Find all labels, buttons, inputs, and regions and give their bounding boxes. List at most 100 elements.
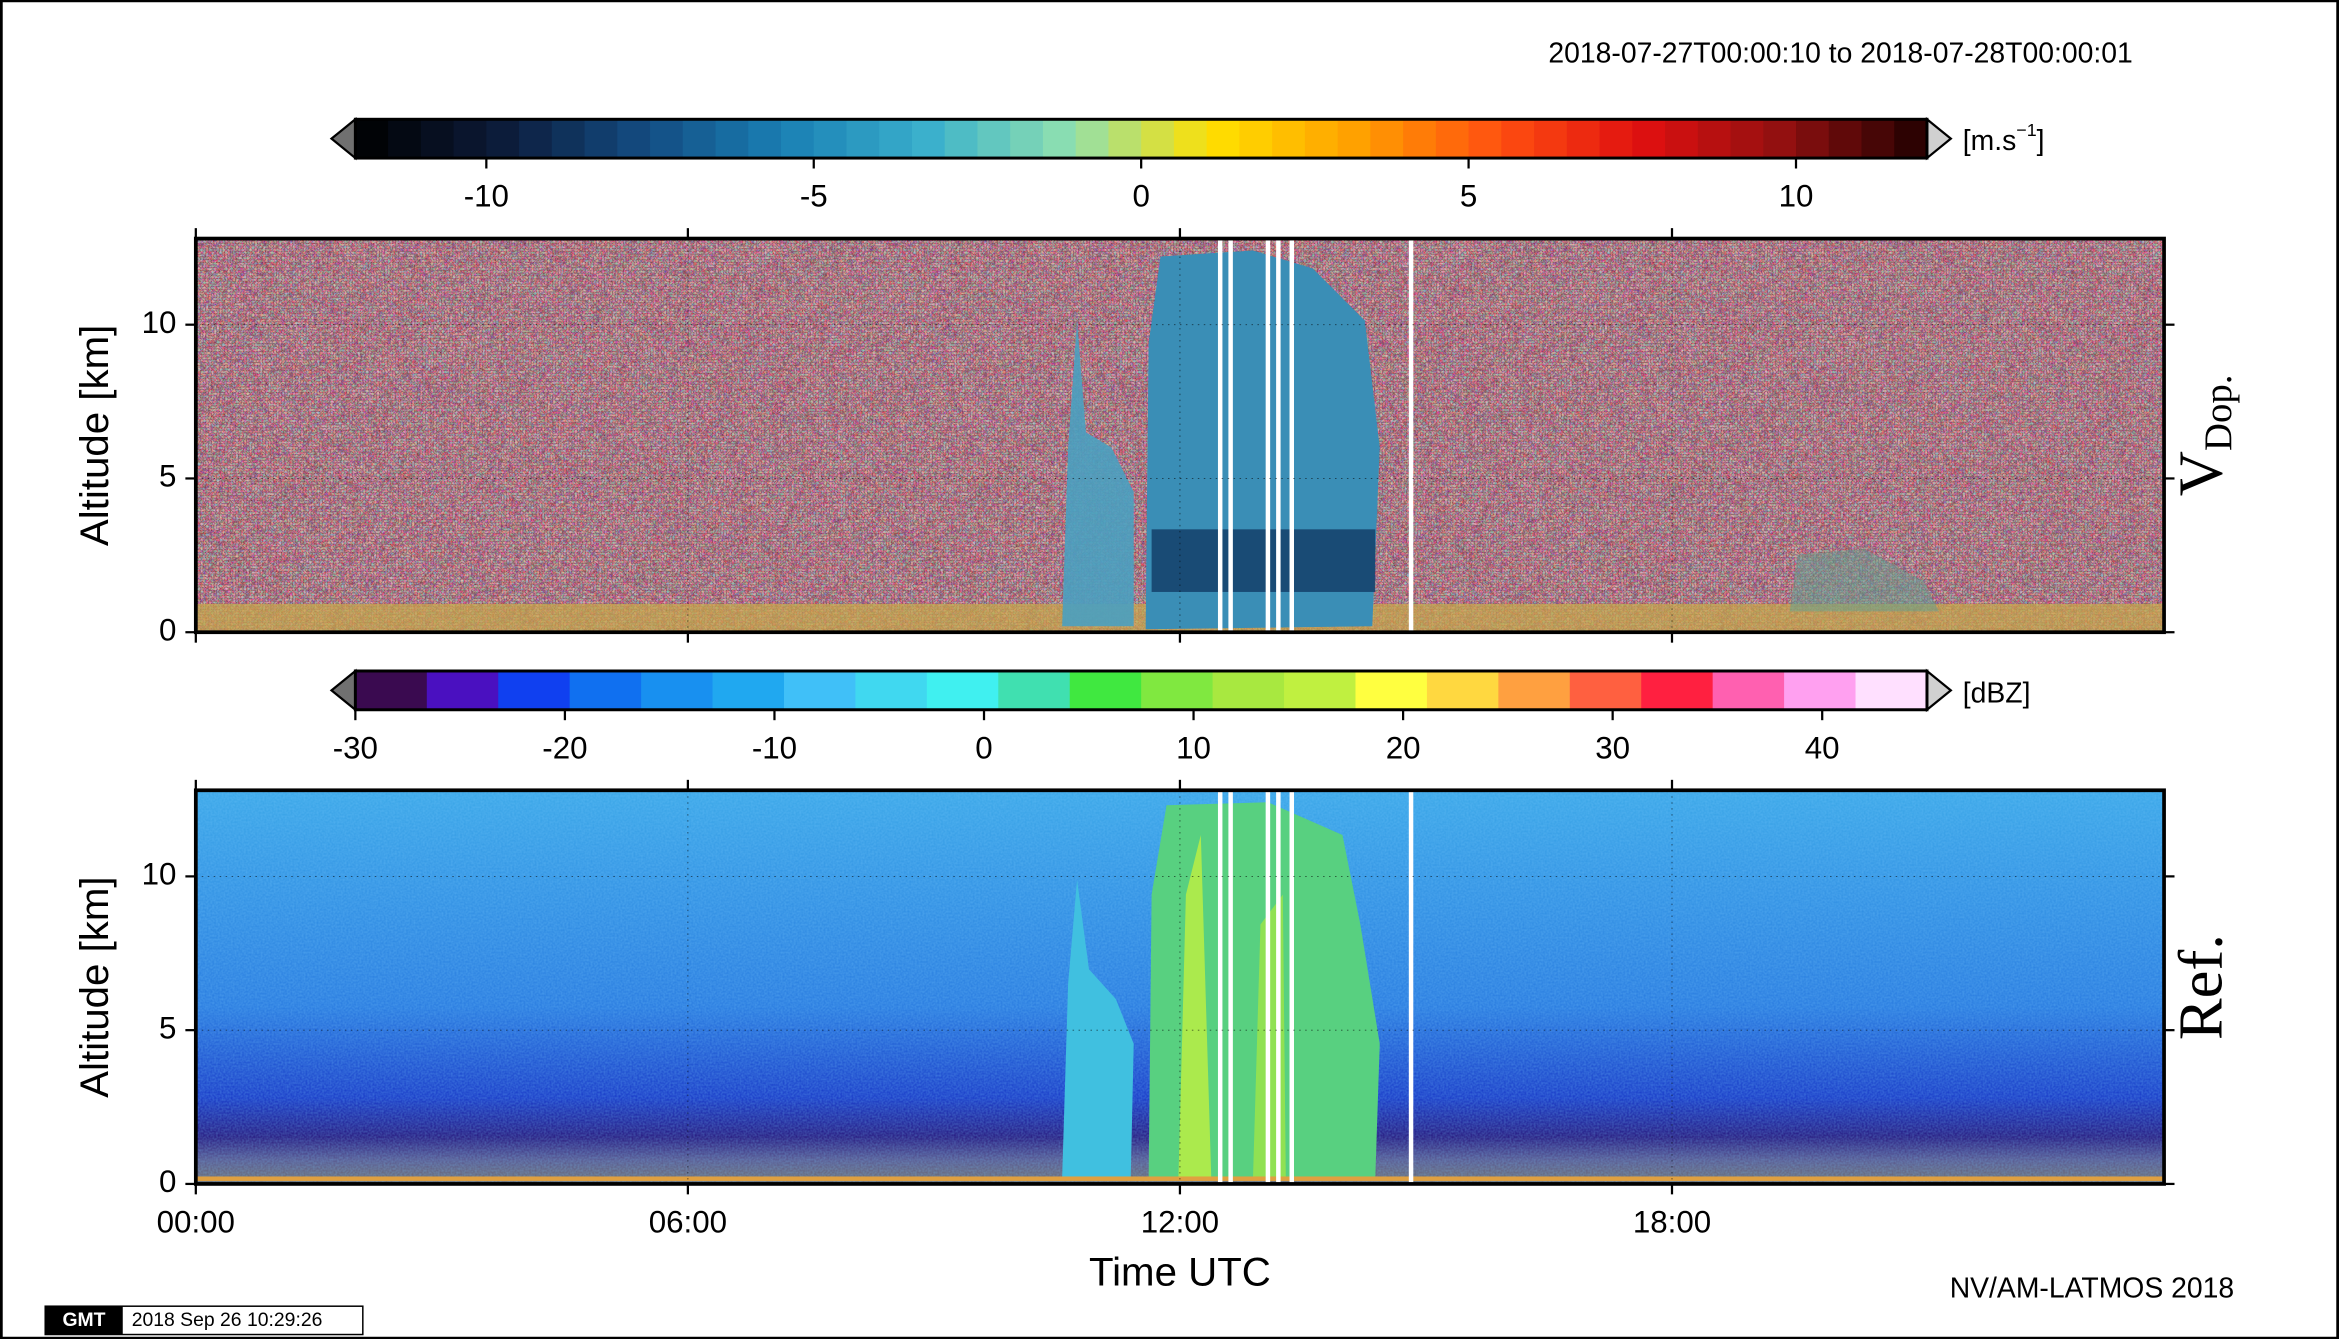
x-tick-label: 06:00 — [649, 1204, 727, 1239]
colorbar-bin — [977, 119, 1011, 159]
colorbar-bin — [1304, 119, 1339, 159]
colorbar-bin — [1697, 119, 1732, 159]
colorbar-bin — [879, 119, 913, 159]
colorbar-bin — [1075, 119, 1110, 159]
colorbar-tick-label: 10 — [1176, 730, 1211, 765]
colorbar-bin — [641, 670, 714, 710]
title: 2018-07-27T00:00:10 to 2018-07-28T00:00:… — [1548, 38, 2132, 70]
colorbar-bin — [781, 119, 815, 159]
colorbar-bin — [926, 670, 1000, 710]
colorbar-bin — [617, 119, 651, 159]
colorbar-bin — [1468, 119, 1503, 159]
colorbar-tick-label: 0 — [1132, 179, 1149, 214]
colorbar-tick-label: -30 — [333, 730, 378, 765]
colorbar-bin — [1599, 119, 1634, 159]
y-tick-label: 0 — [159, 612, 176, 647]
y-tick-label: 5 — [159, 459, 176, 494]
y-tick-label: 10 — [142, 305, 177, 340]
x-tick-label: 12:00 — [1141, 1204, 1219, 1239]
colorbar-bin — [944, 119, 979, 159]
unit: [m.s — [1963, 126, 2017, 158]
colorbar-bin — [1403, 119, 1437, 159]
colorbar-tick-label: -10 — [464, 179, 509, 214]
colorbar-bin — [486, 119, 520, 159]
colorbar-bin — [1370, 119, 1404, 159]
colorbar-tick-label: 0 — [975, 730, 992, 765]
colorbar-bin — [1855, 670, 1928, 710]
colorbar-tick-label: 20 — [1386, 730, 1421, 765]
colorbar-bin — [855, 670, 928, 710]
colorbar-bin — [1498, 670, 1571, 710]
colorbar-tick-label: -20 — [542, 730, 587, 765]
y-tick-label: 5 — [159, 1010, 176, 1045]
colorbar-frame — [353, 669, 1929, 712]
colorbar-bin — [1108, 119, 1142, 159]
colorbar-bin — [682, 119, 717, 159]
credit: NV/AM-LATMOS 2018 — [1950, 1272, 2234, 1304]
colorbar-bin — [1861, 119, 1895, 159]
colorbar-bin — [1632, 119, 1666, 159]
unit-close: ] — [2037, 126, 2045, 158]
colorbar-bin — [650, 119, 684, 159]
y-tick-label: 10 — [142, 857, 177, 892]
colorbar-bin — [1212, 670, 1285, 710]
x-axis-label: Time UTC — [1089, 1250, 1271, 1295]
colorbar-unit: [dBZ] — [1963, 677, 2031, 709]
panel-label: Ref. — [2166, 934, 2236, 1040]
colorbar-bin — [1173, 119, 1208, 159]
colorbar-tick-label: 5 — [1460, 179, 1477, 214]
colorbar-bin — [1712, 670, 1785, 710]
colorbar-bin — [1337, 119, 1372, 159]
colorbar-bin — [1042, 119, 1077, 159]
x-tick-label: 18:00 — [1633, 1204, 1711, 1239]
y-tick-label: 0 — [159, 1164, 176, 1199]
colorbar-tick-label: 30 — [1595, 730, 1630, 765]
colorbar-bin — [1426, 670, 1500, 710]
colorbar-bin — [355, 670, 428, 710]
colorbar-bin — [1894, 119, 1928, 159]
colorbar-bin — [783, 670, 857, 710]
colorbar-bin — [715, 119, 750, 159]
colorbar-bin — [846, 119, 880, 159]
colorbar-bin — [498, 670, 571, 710]
colorbar-bin — [551, 119, 586, 159]
colorbar-bin — [420, 119, 455, 159]
x-tick-label: 00:00 — [157, 1204, 235, 1239]
colorbar-arrow — [329, 116, 357, 161]
panel-label: VDop. — [2166, 375, 2240, 497]
panel-label-sub: Dop. — [2197, 375, 2240, 451]
colorbar-bin — [1435, 119, 1470, 159]
y-axis-label: Altitude [km] — [72, 325, 117, 546]
colorbar-bin — [1763, 119, 1797, 159]
colorbar-bin — [355, 119, 389, 159]
colorbar-tick-label: 10 — [1779, 179, 1814, 214]
colorbar-tick-label: 40 — [1805, 730, 1840, 765]
colorbar-bin — [813, 119, 848, 159]
colorbar-bin — [1828, 119, 1863, 159]
colorbar-bin — [569, 670, 642, 710]
colorbar-unit: [m.s−1] — [1963, 120, 2045, 158]
colorbar-bin — [584, 119, 619, 159]
colorbar-bin — [1796, 119, 1830, 159]
colorbar-bin — [453, 119, 488, 159]
colorbar-bin — [1141, 119, 1175, 159]
colorbar-bin — [748, 119, 782, 159]
colorbar-bin — [1501, 119, 1535, 159]
colorbar-bin — [388, 119, 422, 159]
colorbar-bin — [1355, 670, 1428, 710]
colorbar-tick-label: -10 — [752, 730, 797, 765]
colorbar-bin — [1534, 119, 1568, 159]
colorbar-bin — [1069, 670, 1142, 710]
colorbar-bin — [998, 670, 1071, 710]
colorbar-arrow — [329, 668, 357, 713]
colorbar-bin — [1010, 119, 1044, 159]
colorbar-tick-label: -5 — [800, 179, 828, 214]
gmt-stamp: GMT 2018 Sep 26 10:29:26 — [44, 1305, 364, 1336]
colorbar-bin — [519, 119, 553, 159]
colorbar-bin — [1566, 119, 1601, 159]
colorbar-arrow — [1925, 668, 1953, 713]
colorbar-bin — [1730, 119, 1765, 159]
colorbar-bin — [1284, 670, 1357, 710]
colorbar-bin — [1239, 119, 1273, 159]
